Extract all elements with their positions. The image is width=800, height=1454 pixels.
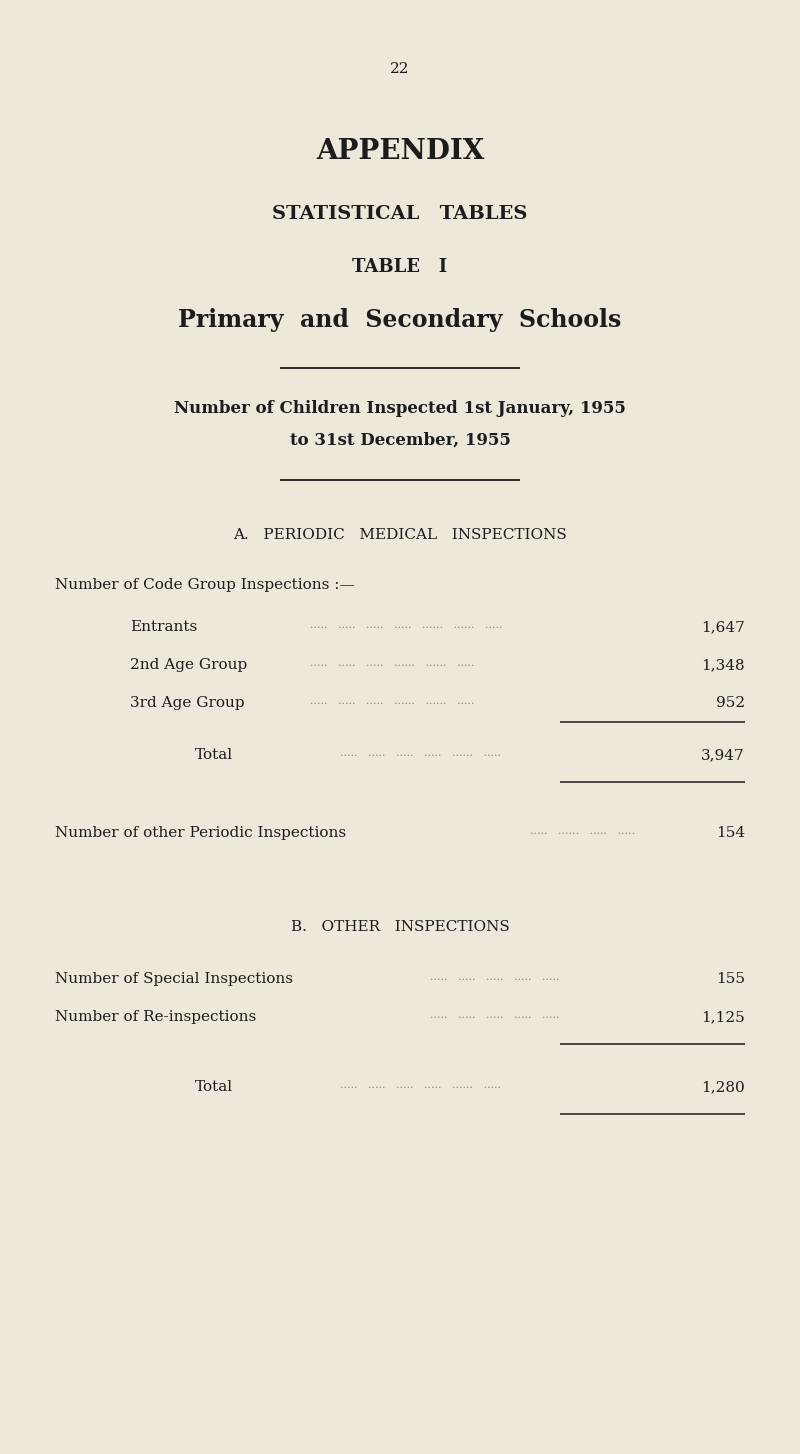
Text: Number of Code Group Inspections :—: Number of Code Group Inspections :—: [55, 579, 354, 592]
Text: APPENDIX: APPENDIX: [316, 138, 484, 164]
Text: Entrants: Entrants: [130, 619, 198, 634]
Text: .....   .....   .....   .....   ......   ......   .....: ..... ..... ..... ..... ...... ...... ..…: [310, 619, 502, 630]
Text: STATISTICAL   TABLES: STATISTICAL TABLES: [272, 205, 528, 222]
Text: 3rd Age Group: 3rd Age Group: [130, 696, 245, 710]
Text: .....   .....   .....   .....   ......   .....: ..... ..... ..... ..... ...... .....: [340, 1080, 501, 1090]
Text: 1,280: 1,280: [702, 1080, 745, 1093]
Text: 952: 952: [716, 696, 745, 710]
Text: Number of other Periodic Inspections: Number of other Periodic Inspections: [55, 826, 346, 840]
Text: Total: Total: [195, 1080, 233, 1093]
Text: .....   .....   .....   .....   ......   .....: ..... ..... ..... ..... ...... .....: [340, 747, 501, 758]
Text: 154: 154: [716, 826, 745, 840]
Text: Number of Re-inspections: Number of Re-inspections: [55, 1011, 256, 1024]
Text: to 31st December, 1955: to 31st December, 1955: [290, 432, 510, 449]
Text: 3,947: 3,947: [702, 747, 745, 762]
Text: Number of Special Inspections: Number of Special Inspections: [55, 973, 293, 986]
Text: .....   .....   .....   .....   .....: ..... ..... ..... ..... .....: [430, 973, 559, 981]
Text: .....   ......   .....   .....: ..... ...... ..... .....: [530, 826, 635, 836]
Text: Primary  and  Secondary  Schools: Primary and Secondary Schools: [178, 308, 622, 332]
Text: Total: Total: [195, 747, 233, 762]
Text: 1,647: 1,647: [702, 619, 745, 634]
Text: .....   .....   .....   ......   ......   .....: ..... ..... ..... ...... ...... .....: [310, 696, 474, 707]
Text: 1,348: 1,348: [702, 659, 745, 672]
Text: 2nd Age Group: 2nd Age Group: [130, 659, 247, 672]
Text: 1,125: 1,125: [702, 1011, 745, 1024]
Text: .....   .....   .....   ......   ......   .....: ..... ..... ..... ...... ...... .....: [310, 659, 474, 667]
Text: A.   PERIODIC   MEDICAL   INSPECTIONS: A. PERIODIC MEDICAL INSPECTIONS: [233, 528, 567, 542]
Text: B.   OTHER   INSPECTIONS: B. OTHER INSPECTIONS: [290, 920, 510, 933]
Text: 22: 22: [390, 63, 410, 76]
Text: .....   .....   .....   .....   .....: ..... ..... ..... ..... .....: [430, 1011, 559, 1021]
Text: 155: 155: [716, 973, 745, 986]
Text: TABLE   I: TABLE I: [352, 257, 448, 276]
Text: Number of Children Inspected 1st January, 1955: Number of Children Inspected 1st January…: [174, 400, 626, 417]
